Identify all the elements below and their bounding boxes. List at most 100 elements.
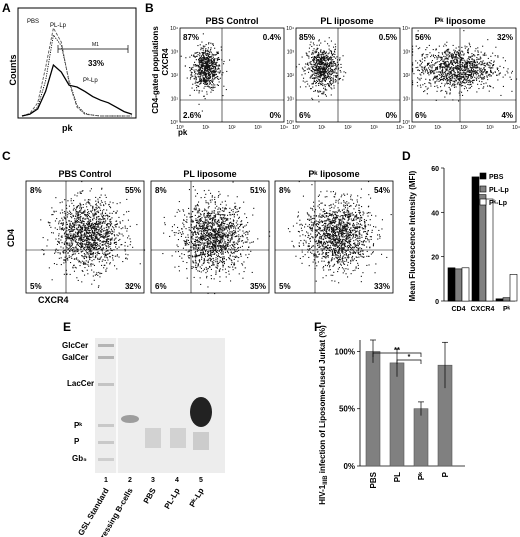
event-dot [219,280,221,282]
event-dot [216,230,218,232]
event-dot [453,67,455,69]
event-dot [329,65,331,67]
event-dot [327,74,329,76]
event-dot [66,243,68,245]
event-dot [201,64,203,66]
event-dot [92,227,94,229]
event-dot [95,222,97,224]
event-dot [472,75,474,77]
event-dot [94,242,96,244]
event-dot [324,59,326,61]
event-dot [434,81,436,83]
event-dot [94,227,96,229]
event-dot [104,259,106,261]
event-dot [211,55,213,57]
event-dot [210,91,212,93]
event-dot [81,212,83,214]
tick-b-y: 10¹ [287,97,295,103]
event-dot [203,232,205,234]
event-dot [85,203,87,205]
event-dot [202,227,204,229]
event-dot [321,74,323,76]
event-dot [109,201,111,203]
event-dot [461,57,463,59]
event-dot [212,251,214,253]
event-dot [200,250,202,252]
event-dot [97,243,99,245]
event-dot [305,86,307,88]
event-dot [206,50,208,52]
event-dot [446,81,448,83]
event-dot [74,224,76,226]
event-dot [199,61,201,63]
event-dot [209,69,211,71]
event-dot [326,66,328,68]
event-dot [315,57,317,59]
event-dot [214,77,216,79]
event-dot [54,227,56,229]
event-dot [88,221,90,223]
event-dot [313,80,315,82]
event-dot [72,246,74,248]
event-dot [76,213,78,215]
event-dot [452,55,454,57]
event-dot [210,250,212,252]
event-dot [55,251,57,253]
event-dot [79,216,81,218]
event-dot [213,241,215,243]
event-dot [108,223,110,225]
event-dot [183,210,185,212]
event-dot [476,71,478,73]
plot-b1-q-ul: 87% [183,33,199,42]
event-dot [318,61,320,63]
event-dot [80,242,82,244]
event-dot [334,70,336,72]
event-dot [58,257,60,259]
event-dot [190,216,192,218]
event-dot [194,259,196,261]
event-dot [328,78,330,80]
event-dot [422,69,424,71]
event-dot [55,210,57,212]
event-dot [470,75,472,77]
event-dot [208,189,210,191]
event-dot [81,190,83,192]
event-dot [434,82,436,84]
event-dot [206,57,208,59]
event-dot [481,77,483,79]
event-dot [302,68,304,70]
event-dot [318,79,320,81]
event-dot [104,256,106,258]
event-dot [318,40,320,42]
event-dot [202,246,204,248]
event-dot [46,245,48,247]
event-dot [77,242,79,244]
event-dot [213,264,215,266]
event-dot [197,217,199,219]
event-dot [331,73,333,75]
event-dot [82,225,84,227]
event-dot [79,238,81,240]
event-dot [223,242,225,244]
event-dot [320,84,322,86]
event-dot [469,66,471,68]
event-dot [234,226,236,228]
event-dot [116,255,118,257]
event-dot [112,226,114,228]
event-dot [191,232,193,234]
event-dot [216,236,218,238]
event-dot [198,59,200,61]
event-dot [213,60,215,62]
event-dot [99,243,101,245]
event-dot [107,235,109,237]
event-dot [68,220,70,222]
event-dot [240,255,242,257]
event-dot [191,54,193,56]
event-dot [75,213,77,215]
event-dot [331,71,333,73]
event-dot [201,70,203,72]
event-dot [112,259,114,261]
event-dot [100,226,102,228]
event-dot [211,252,213,254]
event-dot [219,211,221,213]
